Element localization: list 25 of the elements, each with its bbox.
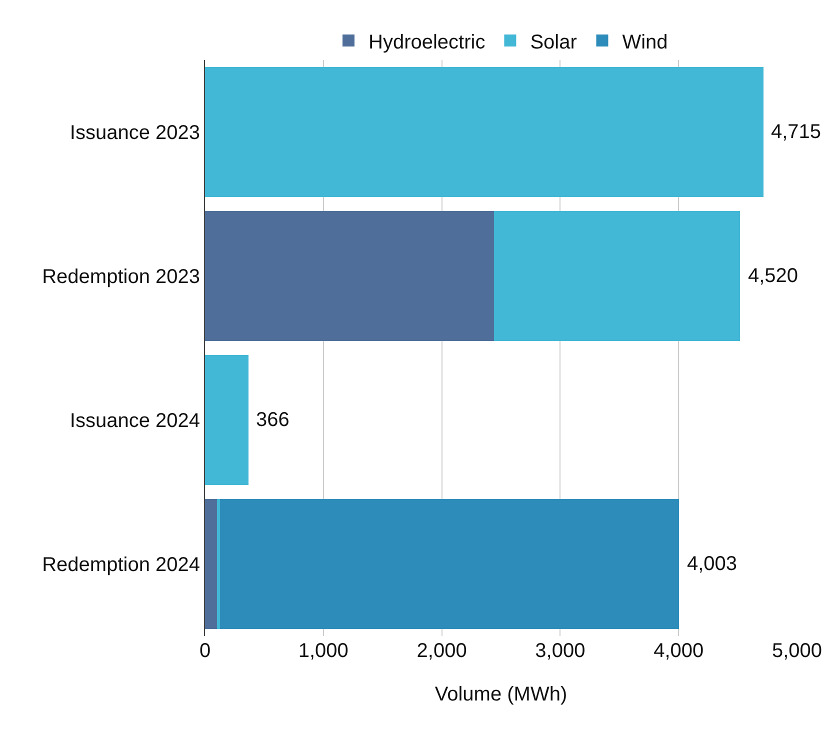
- y-tick-label: Redemption 2023: [42, 266, 200, 288]
- x-tick-label: 0: [199, 640, 211, 662]
- bar: [216, 499, 220, 629]
- bar: [220, 499, 679, 629]
- legend-label: Wind: [622, 31, 668, 54]
- total-label: 4,715: [771, 121, 822, 143]
- total-label: 366: [256, 409, 290, 431]
- bar: [205, 211, 494, 341]
- bar: [205, 499, 217, 629]
- y-tick-label: Issuance 2023: [70, 122, 200, 144]
- y-tick-label: Issuance 2024: [70, 410, 200, 432]
- total-label: 4,003: [687, 553, 738, 575]
- y-tick-label: Redemption 2024: [42, 554, 200, 576]
- total-label: 4,520: [748, 265, 798, 287]
- x-tick-label: 3,000: [535, 640, 586, 662]
- legend-label: Hydroelectric: [368, 31, 486, 54]
- x-axis-title: Volume (MWh): [434, 684, 568, 706]
- x-tick-label: 5,000: [772, 640, 822, 662]
- bar: [205, 67, 764, 197]
- x-tick-label: 4,000: [654, 640, 704, 662]
- legend-label: Solar: [530, 31, 578, 54]
- x-tick-label: 2,000: [416, 640, 467, 662]
- bar: [494, 211, 740, 341]
- bar: [205, 355, 248, 485]
- x-tick-label: 1,000: [298, 640, 348, 662]
